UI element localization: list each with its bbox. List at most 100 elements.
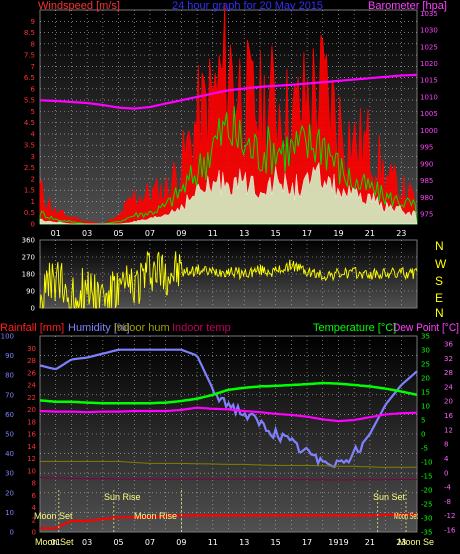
temperature-tick-label: 5 xyxy=(421,417,425,425)
event-sun-set: Sun Set xyxy=(373,492,406,502)
barometer-tick-label: 1015 xyxy=(420,77,438,85)
barometer-tick-label: 975 xyxy=(420,210,433,218)
direction-tick-label: 180 xyxy=(22,271,35,279)
chart-title: 24 hour graph for 20 May 2015 xyxy=(172,0,323,12)
barometer-tick-label: 995 xyxy=(420,144,433,152)
event-sun-rise: Sun Rise xyxy=(104,492,141,502)
x-tick-label-bottom: 07 xyxy=(145,538,155,547)
x-tick-label: 01 xyxy=(51,229,61,238)
temperature-series xyxy=(39,381,418,405)
dewpoint-tick-label: -8 xyxy=(444,498,451,506)
temperature-tick-label: -15 xyxy=(421,473,432,481)
rain-tick-label: 18 xyxy=(27,418,36,426)
x-tick-label: 09 xyxy=(176,229,186,238)
temperature-tick-label: 10 xyxy=(421,403,430,411)
humidity-tick-label: 70 xyxy=(5,391,14,399)
dewpoint-tick-label: 8 xyxy=(444,441,448,449)
rain-tick-label: 24 xyxy=(27,382,36,390)
barometer-tick-label: 1025 xyxy=(420,43,438,51)
x-tick-label: 17 xyxy=(302,229,312,238)
x-tick-label-bottom: 21 xyxy=(365,538,375,547)
windspeed-tick-label: 3.5 xyxy=(24,142,35,150)
windspeed-tick-label: 3 xyxy=(31,153,35,161)
x-tick-label-bottom: 15 xyxy=(271,538,281,547)
windspeed-tick-label: 0.5 xyxy=(24,209,35,217)
dewpoint-tick-label: 28 xyxy=(444,369,453,377)
direction-tick-label: 0 xyxy=(31,305,35,313)
windspeed-tick-label: 1.5 xyxy=(24,187,35,195)
barometer-tick-label: 990 xyxy=(420,160,433,168)
humidity-tick-label: 100 xyxy=(1,333,14,341)
rainfall-series xyxy=(40,513,417,530)
dewpoint-tick-label: 36 xyxy=(444,341,453,349)
rain-tick-label: 20 xyxy=(27,406,36,414)
x-tick-label-bottom: 05 xyxy=(113,538,123,547)
rain-tick-label: 14 xyxy=(27,443,36,451)
windspeed-tick-label: 6.5 xyxy=(24,74,35,82)
compass-s: S xyxy=(435,274,443,288)
x-tick-label: 15 xyxy=(271,229,281,238)
windspeed-tick-label: 8.5 xyxy=(24,29,35,37)
dewpoint-tick-label: 20 xyxy=(444,398,453,406)
temperature-tick-label: 25 xyxy=(421,361,430,369)
dewpoint-tick-label: 32 xyxy=(444,355,453,363)
rain-tick-label: 6 xyxy=(32,492,37,500)
indoor-temp-series xyxy=(39,477,417,481)
humidity-tick-label: 80 xyxy=(5,372,14,380)
rain-tick-label: 0 xyxy=(32,529,36,537)
dewpoint-tick-label: -12 xyxy=(444,512,455,520)
temperature-tick-label: -20 xyxy=(421,487,432,495)
windspeed-tick-label: 2 xyxy=(31,175,35,183)
humidity-tick-label: 40 xyxy=(5,450,14,458)
temperature-tick-label: -35 xyxy=(421,529,432,537)
windspeed-label: Windspeed [m/s] xyxy=(38,0,120,12)
windspeed-tick-label: 1 xyxy=(31,198,35,206)
humidity-tick-label: 0 xyxy=(10,529,14,537)
barometer-tick-label: 985 xyxy=(420,177,433,185)
x-tick-label-bottom: 13 xyxy=(239,538,249,547)
temperature-tick-label: -25 xyxy=(421,501,432,509)
rain-tick-label: 28 xyxy=(27,357,36,365)
compass-n-bottom: N xyxy=(435,306,444,320)
dewpoint-tick-label: 24 xyxy=(444,383,453,391)
direction-tick-label: 360 xyxy=(22,237,35,245)
x-tick-label-bottom: 23 xyxy=(396,538,406,547)
windspeed-tick-label: 5.5 xyxy=(24,97,35,105)
temp-grid xyxy=(40,336,417,532)
rainfall-label: Rainfall [mm] xyxy=(0,322,64,334)
windspeed-tick-label: 4.5 xyxy=(24,119,35,127)
rain-tick-label: 2 xyxy=(32,516,36,524)
temperature-label: Temperature [°C] xyxy=(313,322,396,334)
rain-tick-label: 22 xyxy=(27,394,36,402)
humidity-tick-label: 30 xyxy=(5,470,14,478)
average-series xyxy=(39,161,418,225)
barometer-tick-label: 1005 xyxy=(420,110,438,118)
barometer-tick-label: 1035 xyxy=(420,10,438,18)
event-moon-set: Moon Set xyxy=(34,511,73,521)
humidity-tick-label: 90 xyxy=(5,352,14,360)
windspeed-tick-label: 6 xyxy=(31,85,36,93)
rain-tick-label: 10 xyxy=(27,467,36,475)
dewpoint-series xyxy=(39,406,418,423)
x-tick-label-bottom: 09 xyxy=(176,538,186,547)
barometer-tick-label: 980 xyxy=(420,194,433,202)
x-tick-label: 11 xyxy=(208,229,218,238)
barometer-tick-label: 1030 xyxy=(420,27,438,35)
direction-series xyxy=(39,251,418,310)
compass-e: E xyxy=(435,291,443,305)
x-tick-label: 05 xyxy=(113,229,123,238)
direction-tick-label: 90 xyxy=(26,288,35,296)
rain-tick-label: 16 xyxy=(27,431,36,439)
barometer-label: Barometer [hpa] xyxy=(368,0,447,12)
direction-tick-label: 270 xyxy=(22,254,35,262)
temp-series xyxy=(39,348,418,532)
x-tick-label: 03 xyxy=(82,229,92,238)
windspeed-tick-label: 2.5 xyxy=(24,164,35,172)
rain-tick-label: 4 xyxy=(32,504,37,512)
x-tick-label: 07 xyxy=(145,229,155,238)
humidity-tick-label: 20 xyxy=(5,489,14,497)
direction-series xyxy=(39,251,418,310)
humidity-tick-label: 50 xyxy=(5,431,14,439)
indoor-hum-series xyxy=(40,460,417,468)
